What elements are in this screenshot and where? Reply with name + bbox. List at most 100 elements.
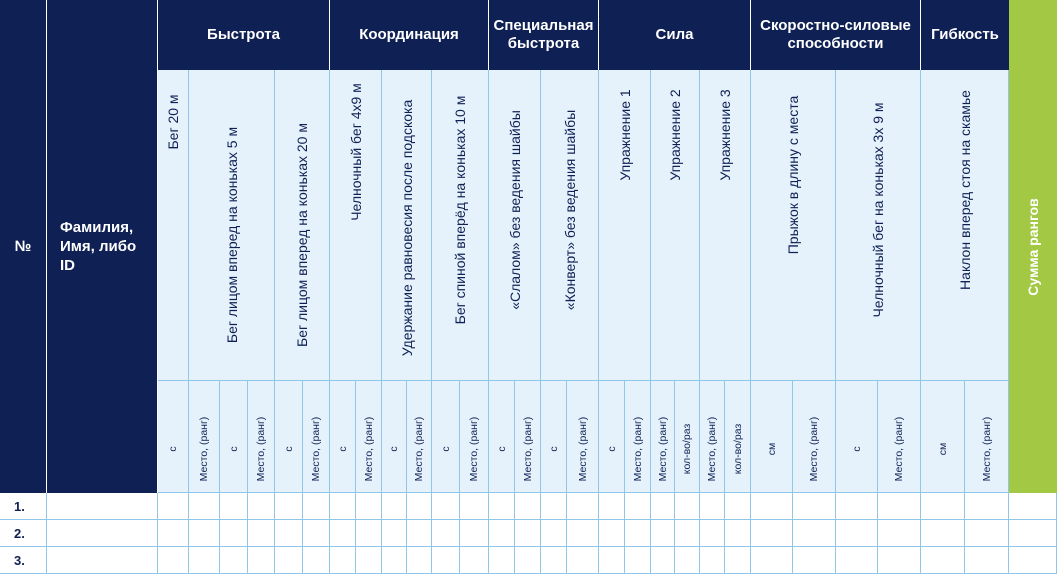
- result-input-cell[interactable]: [489, 493, 515, 520]
- test-label: Упражнение 1: [616, 89, 633, 181]
- name-input-cell[interactable]: [47, 493, 158, 520]
- result-input-cell[interactable]: [158, 493, 189, 520]
- result-input-cell[interactable]: [515, 493, 541, 520]
- result-input-cell[interactable]: [432, 547, 460, 574]
- result-input-cell[interactable]: [793, 493, 836, 520]
- result-input-cell[interactable]: [675, 547, 700, 574]
- result-input-cell[interactable]: [599, 520, 625, 547]
- test-skate-shuttle-3x9: Челночный бег на коньках 3х 9 м: [836, 70, 921, 381]
- result-input-cell[interactable]: [751, 520, 793, 547]
- result-input-cell[interactable]: [432, 493, 460, 520]
- result-input-cell[interactable]: [356, 547, 382, 574]
- name-input-cell[interactable]: [47, 520, 158, 547]
- result-input-cell[interactable]: [407, 520, 432, 547]
- result-input-cell[interactable]: [382, 493, 407, 520]
- result-input-cell[interactable]: [515, 547, 541, 574]
- result-input-cell[interactable]: [567, 493, 599, 520]
- result-input-cell[interactable]: [189, 547, 220, 574]
- result-input-cell[interactable]: [356, 493, 382, 520]
- result-input-cell[interactable]: [248, 520, 275, 547]
- result-input-cell[interactable]: [382, 520, 407, 547]
- test-exercise-3: Упражнение 3: [700, 70, 751, 381]
- result-input-cell[interactable]: [878, 493, 921, 520]
- result-input-cell[interactable]: [836, 520, 878, 547]
- result-input-cell[interactable]: [751, 493, 793, 520]
- result-input-cell[interactable]: [725, 520, 751, 547]
- result-input-cell[interactable]: [275, 547, 303, 574]
- result-input-cell[interactable]: [541, 493, 567, 520]
- result-input-cell[interactable]: [675, 493, 700, 520]
- unit-label: Место, (ранг): [631, 416, 644, 482]
- result-input-cell[interactable]: [220, 493, 248, 520]
- result-input-cell[interactable]: [275, 493, 303, 520]
- result-input-cell[interactable]: [432, 520, 460, 547]
- result-input-cell[interactable]: [751, 547, 793, 574]
- test-skate-backward-10m: Бег спиной вперёд на коньках 10 м: [432, 70, 489, 381]
- result-input-cell[interactable]: [793, 547, 836, 574]
- result-input-cell[interactable]: [330, 547, 356, 574]
- name-input-cell[interactable]: [47, 547, 158, 574]
- result-input-cell[interactable]: [1009, 493, 1057, 520]
- result-input-cell[interactable]: [793, 520, 836, 547]
- result-input-cell[interactable]: [625, 547, 651, 574]
- result-input-cell[interactable]: [541, 520, 567, 547]
- result-input-cell[interactable]: [407, 547, 432, 574]
- result-input-cell[interactable]: [599, 493, 625, 520]
- result-input-cell[interactable]: [725, 547, 751, 574]
- result-input-cell[interactable]: [675, 520, 700, 547]
- group-label: Скоростно-силовые способности: [760, 17, 911, 52]
- result-input-cell[interactable]: [965, 493, 1009, 520]
- result-input-cell[interactable]: [651, 493, 675, 520]
- unit-cell: Место, (ранг): [625, 381, 651, 493]
- result-input-cell[interactable]: [460, 520, 489, 547]
- result-input-cell[interactable]: [541, 547, 567, 574]
- result-input-cell[interactable]: [700, 520, 725, 547]
- result-input-cell[interactable]: [625, 520, 651, 547]
- result-input-cell[interactable]: [460, 547, 489, 574]
- rank-sum-label: Сумма рангов: [1025, 197, 1041, 296]
- result-input-cell[interactable]: [460, 493, 489, 520]
- result-input-cell[interactable]: [836, 547, 878, 574]
- result-input-cell[interactable]: [248, 493, 275, 520]
- result-input-cell[interactable]: [489, 520, 515, 547]
- result-input-cell[interactable]: [700, 493, 725, 520]
- result-input-cell[interactable]: [515, 520, 541, 547]
- result-input-cell[interactable]: [275, 520, 303, 547]
- row-number: 2.: [0, 520, 47, 547]
- result-input-cell[interactable]: [921, 493, 965, 520]
- result-input-cell[interactable]: [407, 493, 432, 520]
- test-label: Наклон вперед стоя на скамье: [956, 90, 973, 290]
- result-input-cell[interactable]: [567, 520, 599, 547]
- result-input-cell[interactable]: [330, 520, 356, 547]
- result-input-cell[interactable]: [220, 520, 248, 547]
- result-input-cell[interactable]: [921, 547, 965, 574]
- result-input-cell[interactable]: [878, 547, 921, 574]
- result-input-cell[interactable]: [356, 520, 382, 547]
- result-input-cell[interactable]: [700, 547, 725, 574]
- result-input-cell[interactable]: [303, 547, 330, 574]
- result-input-cell[interactable]: [567, 547, 599, 574]
- result-input-cell[interactable]: [725, 493, 751, 520]
- result-input-cell[interactable]: [965, 520, 1009, 547]
- result-input-cell[interactable]: [158, 520, 189, 547]
- result-input-cell[interactable]: [1009, 520, 1057, 547]
- result-input-cell[interactable]: [382, 547, 407, 574]
- result-input-cell[interactable]: [1009, 547, 1057, 574]
- result-input-cell[interactable]: [625, 493, 651, 520]
- result-input-cell[interactable]: [489, 547, 515, 574]
- result-input-cell[interactable]: [248, 547, 275, 574]
- result-input-cell[interactable]: [836, 493, 878, 520]
- result-input-cell[interactable]: [599, 547, 625, 574]
- result-input-cell[interactable]: [189, 520, 220, 547]
- result-input-cell[interactable]: [651, 547, 675, 574]
- result-input-cell[interactable]: [330, 493, 356, 520]
- result-input-cell[interactable]: [303, 493, 330, 520]
- result-input-cell[interactable]: [965, 547, 1009, 574]
- result-input-cell[interactable]: [303, 520, 330, 547]
- result-input-cell[interactable]: [158, 547, 189, 574]
- result-input-cell[interactable]: [220, 547, 248, 574]
- result-input-cell[interactable]: [878, 520, 921, 547]
- result-input-cell[interactable]: [921, 520, 965, 547]
- result-input-cell[interactable]: [189, 493, 220, 520]
- result-input-cell[interactable]: [651, 520, 675, 547]
